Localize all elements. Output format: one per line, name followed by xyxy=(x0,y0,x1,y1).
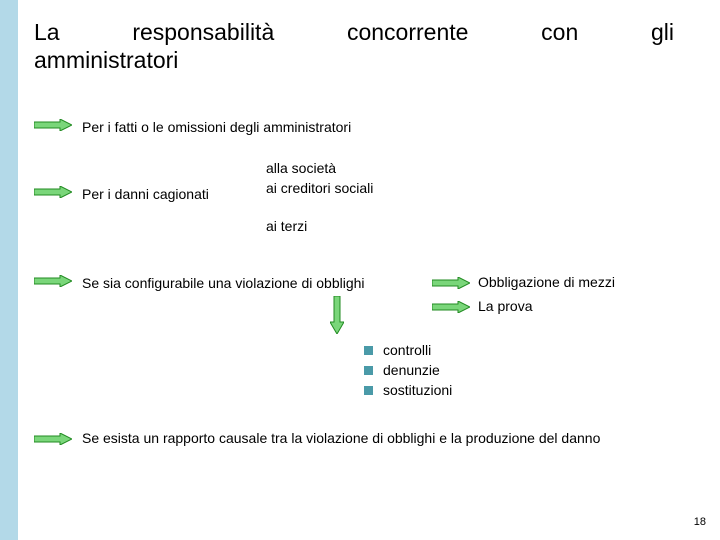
item-1-text: Per i fatti o le omissioni degli amminis… xyxy=(82,119,351,135)
arrow-right-3b-icon xyxy=(432,300,470,318)
arrow-row-1: Per i fatti o le omissioni degli amminis… xyxy=(34,118,351,136)
bullet-1-text: controlli xyxy=(383,342,431,358)
item-2-left: Per i danni cagionati xyxy=(82,186,209,202)
item-3-right2: La prova xyxy=(478,298,532,314)
bullet-list: controlli denunzie sostituzioni xyxy=(364,342,452,402)
item-4-text: Se esista un rapporto causale tra la vio… xyxy=(82,430,600,448)
square-bullet-icon xyxy=(364,366,373,375)
slide-content: La responsabilità concorrente con gli am… xyxy=(34,18,700,110)
arrow-down-icon xyxy=(330,296,344,339)
square-bullet-icon xyxy=(364,386,373,395)
item-3-right1: Obbligazione di mezzi xyxy=(478,274,615,290)
arrow-right-icon xyxy=(34,432,72,450)
slide-title: La responsabilità concorrente con gli am… xyxy=(34,18,700,74)
arrow-right-icon xyxy=(34,118,72,136)
arrow-right-icon xyxy=(34,185,72,203)
arrow-row-4: Se esista un rapporto causale tra la vio… xyxy=(34,430,674,450)
arrow-row-3: Se sia configurabile una violazione di o… xyxy=(34,274,365,292)
bullet-item-1: controlli xyxy=(364,342,452,358)
page-number: 18 xyxy=(694,516,706,528)
bullet-2-text: denunzie xyxy=(383,362,440,378)
item-2-sub3: ai terzi xyxy=(266,218,307,234)
left-sidebar-accent xyxy=(0,0,18,540)
square-bullet-icon xyxy=(364,346,373,355)
item-3-text: Se sia configurabile una violazione di o… xyxy=(82,275,365,291)
title-line2: amministratori xyxy=(34,47,700,74)
arrow-right-3a-icon xyxy=(432,276,470,294)
item-2-sub2: ai creditori sociali xyxy=(266,180,373,196)
arrow-row-2: Per i danni cagionati xyxy=(34,185,209,203)
title-line1: La responsabilità concorrente con gli xyxy=(34,18,674,47)
bullet-item-3: sostituzioni xyxy=(364,382,452,398)
arrow-right-icon xyxy=(34,274,72,292)
item-2-sub1: alla società xyxy=(266,160,336,176)
bullet-item-2: denunzie xyxy=(364,362,452,378)
bullet-3-text: sostituzioni xyxy=(383,382,452,398)
